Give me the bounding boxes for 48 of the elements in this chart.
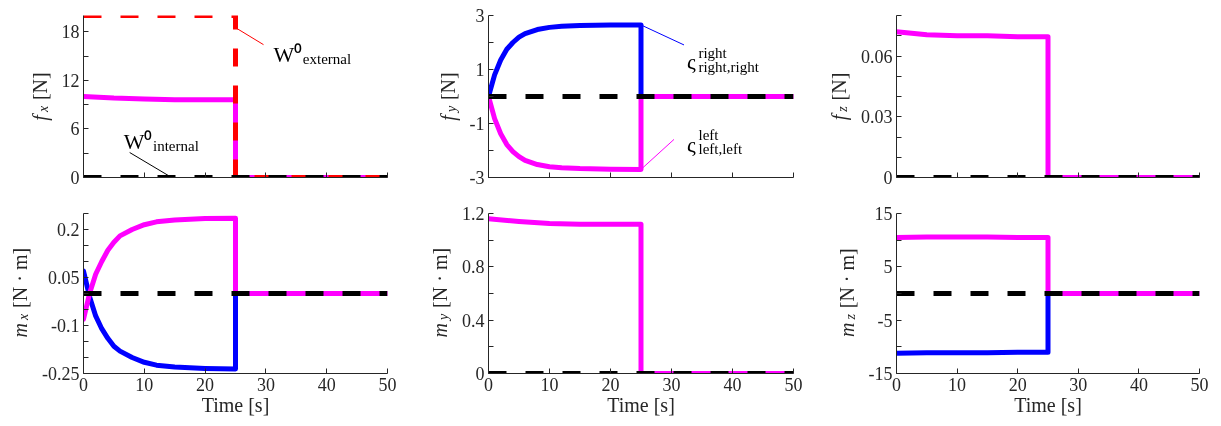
y-tick-label: 18 [61,22,80,43]
y-tick-label: -5 [877,310,893,331]
y-tick-label: 0.2 [57,220,80,240]
y-axis-title: fx [N] [28,72,52,121]
y-tick-label: 15 [874,204,893,224]
y-tick-label: 12 [61,70,80,91]
x-tick-label: 10 [135,374,154,395]
y-tick-label: 0.4 [462,310,485,331]
y-tick-label: -15 [868,364,893,384]
x-tick-label: 30 [662,374,681,395]
y-tick-label: 0 [70,168,80,188]
y-axis-title: my [N · m] [428,247,452,338]
x-tick-label: 50 [1190,374,1209,395]
y-tick-label: 1 [475,60,485,80]
y-tick-label: 5 [883,257,893,278]
x-tick-label: 30 [1069,374,1088,395]
x-tick-label: 20 [601,374,620,395]
y-tick-label: 0.05 [48,268,80,288]
x-tick-label: 10 [540,374,559,395]
x-tick-label: 30 [256,374,275,395]
x-tick-label: 40 [317,374,336,395]
y-tick-label: -0.1 [51,316,80,336]
y-tick-label: 3 [475,6,485,26]
y-tick-label: 6 [70,119,80,140]
y-tick-label: 1.2 [462,204,485,224]
y-tick-label: 0 [883,168,893,188]
y-tick-label: 0.03 [861,107,893,128]
y-tick-label: 0.8 [462,257,485,278]
x-tick-label: 20 [1008,374,1027,395]
x-axis-title: Time [s] [1014,393,1082,416]
x-tick-label: 20 [196,374,215,395]
x-tick-label: 50 [784,374,803,395]
x-tick-label: 50 [378,374,397,395]
x-axis-title: Time [s] [201,393,270,416]
x-tick-label: 10 [948,374,967,395]
x-tick-label: 40 [1129,374,1148,395]
y-axis-title: fz [N] [827,72,851,121]
y-tick-label: -3 [469,168,485,188]
y-tick-label: 0.06 [861,46,893,67]
series-label: W⁰external [273,42,352,68]
y-axis-title: mx [N · m] [8,247,32,338]
y-tick-label: -1 [469,114,485,134]
series-label: W⁰internal [123,129,199,155]
x-tick-label: 40 [723,374,742,395]
y-axis-title: fy [N] [436,72,460,121]
y-axis-title: mz [N · m] [835,248,859,338]
y-tick-label: -0.25 [42,364,80,384]
x-axis-title: Time [s] [607,393,675,416]
